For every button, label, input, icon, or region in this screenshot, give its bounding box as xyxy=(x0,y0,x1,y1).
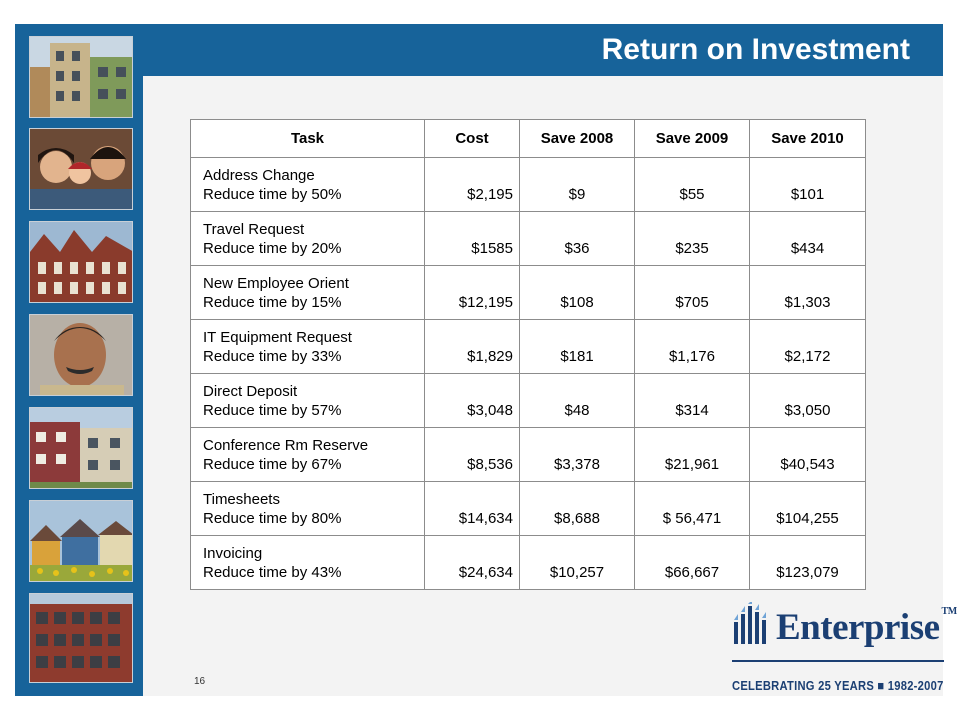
save-2010-cell: $1,303 xyxy=(749,265,866,320)
cost-cell: $3,048 xyxy=(424,373,520,428)
task-cell: New Employee Orient Reduce time by 15% xyxy=(190,265,425,320)
task-reduction: Reduce time by 43% xyxy=(203,563,342,581)
save-2009-cell: $314 xyxy=(634,373,750,428)
cost-cell: $2,195 xyxy=(424,157,520,212)
save-2010-cell: $3,050 xyxy=(749,373,866,428)
task-cell: Travel Request Reduce time by 20% xyxy=(190,211,425,266)
photo-smiling-man xyxy=(29,314,133,396)
cost-cell: $1,829 xyxy=(424,319,520,374)
task-reduction: Reduce time by 80% xyxy=(203,509,342,527)
photo-strip xyxy=(29,36,133,686)
header-save-2009: Save 2009 xyxy=(634,119,750,158)
table-row: Invoicing Reduce time by 43% $24,634 $10,… xyxy=(190,535,866,590)
logo-divider xyxy=(732,660,944,662)
task-name: New Employee Orient xyxy=(203,274,349,292)
save-2010-cell: $104,255 xyxy=(749,481,866,536)
task-cell: Direct Deposit Reduce time by 57% xyxy=(190,373,425,428)
table-row: Conference Rm Reserve Reduce time by 67% … xyxy=(190,427,866,482)
anniversary-tagline: CELEBRATING 25 YEARS ■ 1982-2007 xyxy=(732,678,944,693)
task-reduction: Reduce time by 67% xyxy=(203,455,342,473)
photo-red-factory xyxy=(29,593,133,683)
table-row: IT Equipment Request Reduce time by 33% $… xyxy=(190,319,866,374)
enterprise-logo: Enterprise TM xyxy=(732,600,957,670)
save-2009-cell: $21,961 xyxy=(634,427,750,482)
task-reduction: Reduce time by 57% xyxy=(203,401,342,419)
photo-brick-building xyxy=(29,221,133,303)
photo-colorful-houses xyxy=(29,500,133,582)
task-cell: Conference Rm Reserve Reduce time by 67% xyxy=(190,427,425,482)
task-cell: Address Change Reduce time by 50% xyxy=(190,157,425,212)
table-row: Timesheets Reduce time by 80% $14,634 $8,… xyxy=(190,481,866,536)
table-row: Direct Deposit Reduce time by 57% $3,048 … xyxy=(190,373,866,428)
task-name: Address Change xyxy=(203,166,315,184)
task-reduction: Reduce time by 33% xyxy=(203,347,342,365)
save-2008-cell: $36 xyxy=(519,211,635,266)
task-cell: Timesheets Reduce time by 80% xyxy=(190,481,425,536)
save-2009-cell: $55 xyxy=(634,157,750,212)
logo-trademark: TM xyxy=(941,606,958,617)
save-2010-cell: $434 xyxy=(749,211,866,266)
task-name: IT Equipment Request xyxy=(203,328,352,346)
table-header-row: Task Cost Save 2008 Save 2009 Save 2010 xyxy=(190,119,866,158)
header-save-2008: Save 2008 xyxy=(519,119,635,158)
task-reduction: Reduce time by 15% xyxy=(203,293,342,311)
task-name: Direct Deposit xyxy=(203,382,298,400)
task-name: Timesheets xyxy=(203,490,280,508)
save-2009-cell: $705 xyxy=(634,265,750,320)
save-2009-cell: $ 56,471 xyxy=(634,481,750,536)
header-save-2010: Save 2010 xyxy=(749,119,866,158)
task-cell: Invoicing Reduce time by 43% xyxy=(190,535,425,590)
task-reduction: Reduce time by 20% xyxy=(203,239,342,257)
table-row: Travel Request Reduce time by 20% $1585 $… xyxy=(190,211,866,266)
page-number: 16 xyxy=(194,676,206,687)
slide-title: Return on Investment xyxy=(601,33,910,66)
save-2010-cell: $2,172 xyxy=(749,319,866,374)
header-cost: Cost xyxy=(424,119,520,158)
cost-cell: $12,195 xyxy=(424,265,520,320)
task-name: Travel Request xyxy=(203,220,305,238)
save-2009-cell: $66,667 xyxy=(634,535,750,590)
table-row: Address Change Reduce time by 50% $2,195 … xyxy=(190,157,866,212)
save-2008-cell: $9 xyxy=(519,157,635,212)
photo-townhouses xyxy=(29,407,133,489)
logo-text: Enterprise xyxy=(776,607,940,648)
save-2009-cell: $235 xyxy=(634,211,750,266)
roi-table: Task Cost Save 2008 Save 2009 Save 2010 … xyxy=(190,119,866,590)
enterprise-emblem-icon xyxy=(734,602,766,644)
save-2008-cell: $181 xyxy=(519,319,635,374)
save-2008-cell: $10,257 xyxy=(519,535,635,590)
save-2008-cell: $3,378 xyxy=(519,427,635,482)
save-2008-cell: $48 xyxy=(519,373,635,428)
cost-cell: $24,634 xyxy=(424,535,520,590)
task-name: Conference Rm Reserve xyxy=(203,436,369,454)
save-2010-cell: $123,079 xyxy=(749,535,866,590)
save-2008-cell: $8,688 xyxy=(519,481,635,536)
save-2009-cell: $1,176 xyxy=(634,319,750,374)
cost-cell: $1585 xyxy=(424,211,520,266)
photo-family xyxy=(29,128,133,210)
table-row: New Employee Orient Reduce time by 15% $1… xyxy=(190,265,866,320)
save-2010-cell: $40,543 xyxy=(749,427,866,482)
task-cell: IT Equipment Request Reduce time by 33% xyxy=(190,319,425,374)
photo-apartment-building xyxy=(29,36,133,118)
task-reduction: Reduce time by 50% xyxy=(203,185,342,203)
header-bar xyxy=(15,24,943,76)
logo-wordmark: Enterprise TM xyxy=(776,606,957,649)
save-2008-cell: $108 xyxy=(519,265,635,320)
save-2010-cell: $101 xyxy=(749,157,866,212)
cost-cell: $14,634 xyxy=(424,481,520,536)
header-task: Task xyxy=(190,119,425,158)
cost-cell: $8,536 xyxy=(424,427,520,482)
task-name: Invoicing xyxy=(203,544,263,562)
